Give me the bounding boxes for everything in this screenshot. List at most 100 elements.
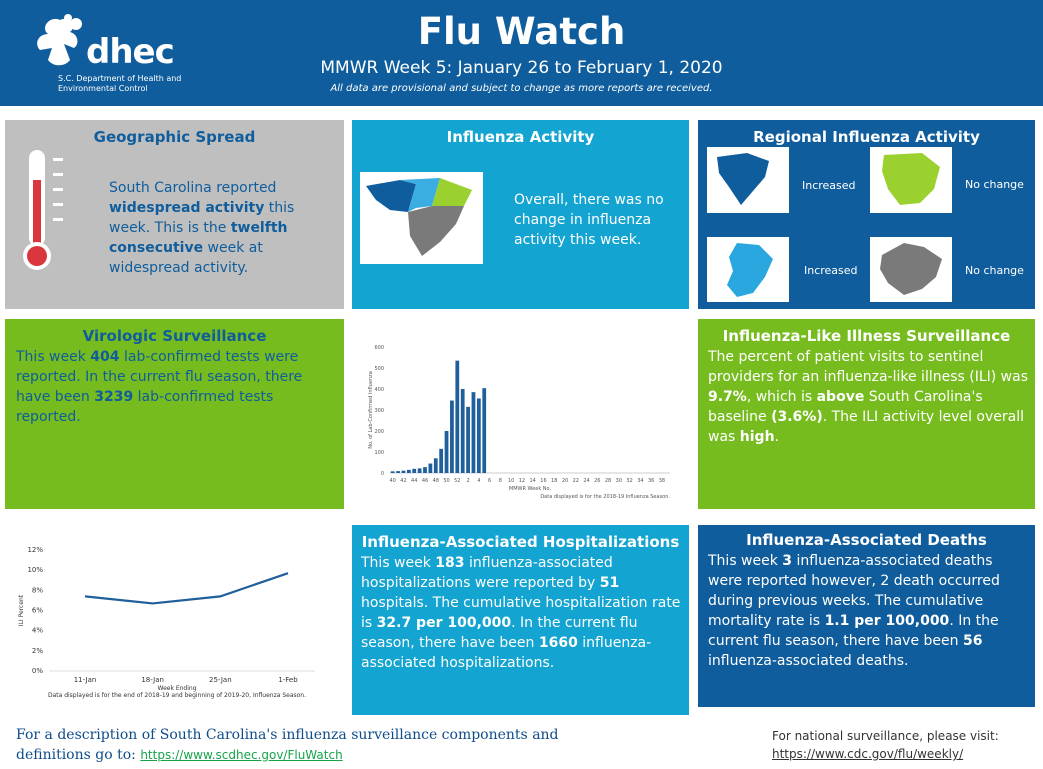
region-3-shape [727,243,773,297]
region-map-1 [707,147,789,213]
hospitalizations-title: Influenza-Associated Hospitalizations [361,533,680,551]
bar-y-axis-label: No. of Lab-Confirmed Influenza [368,371,374,449]
bar-x-tick: 32 [626,478,632,484]
scdhec-fluwatch-link[interactable]: https://www.scdhec.gov/FluWatch [140,748,343,762]
region-map-3 [707,237,789,302]
bar-x-tick: 34 [637,478,643,484]
lab-confirmed-bar [390,471,395,473]
geographic-spread-text: South Carolina reported widespread activ… [109,180,295,276]
logo-wordmark: dhec [86,32,175,72]
line-x-tick: 25-Jan [209,676,232,684]
bar-x-tick: 30 [616,478,622,484]
ili-chart-panel: 0% 2% 4% 6% 8% 10% 12% 11-Jan 18-Jan 25-Jan 1-Feb W… [5,525,344,707]
palmetto-logo-icon [37,14,82,66]
bar-x-tick: 46 [422,478,428,484]
regional-activity-panel: Regional Influenza Activity Increased No… [698,120,1035,309]
lab-confirmed-bar [444,431,449,473]
line-y-tick: 10% [27,566,43,574]
footer-national-text: For national surveillance, please visit: [772,729,999,743]
bar-x-tick: 28 [605,478,611,484]
cdc-weekly-link[interactable]: https://www.cdc.gov/flu/weekly/ [772,747,964,761]
hospitalizations-panel: Influenza-Associated Hospitalizations Th… [352,525,689,715]
bar-x-tick: 42 [400,478,406,484]
bar-y-tick: 200 [374,429,384,435]
lab-confirmed-bar [396,471,400,473]
line-y-tick: 2% [32,647,43,655]
line-y-tick: 4% [32,627,43,635]
bar-y-tick: 100 [374,450,384,456]
bar-x-tick: 2 [466,478,469,484]
line-y-tick: 8% [32,586,43,594]
line-y-tick: 0% [32,667,43,675]
header: dhec S.C. Department of Health and Envir… [0,0,1043,106]
lab-confirmed-bar [476,398,481,473]
line-x-tick: 11-Jan [74,676,97,684]
geographic-spread-panel: Geographic Spread South Carolina reporte… [5,120,344,309]
region-1-status: Increased [802,179,856,192]
bar-x-tick: 36 [648,478,654,484]
bar-x-tick: 44 [411,478,417,484]
bar-x-tick: 26 [594,478,600,484]
lab-confirmed-bar [450,400,454,473]
deaths-panel: Influenza-Associated Deaths This week 3 … [698,525,1035,707]
bar-x-tick: 16 [540,478,546,484]
lab-confirmed-bar [428,463,433,473]
bar-x-axis-label: MMWR Week No. [509,486,552,492]
regional-activity-title: Regional Influenza Activity [753,128,980,146]
bar-x-tick: 12 [519,478,525,484]
provisional-note: All data are provisional and subject to … [330,83,713,94]
bar-x-tick: 40 [390,478,396,484]
region-2-status: No change [965,178,1024,191]
footer-description-text: For a description of South Carolina's in… [16,727,559,763]
region-2-shape [882,153,940,205]
influenza-activity-panel: Influenza Activity Overall, there was no… [352,120,689,309]
bar-x-tick: 18 [551,478,557,484]
bar-y-tick: 600 [374,345,384,351]
line-x-axis-label: Week Ending [157,685,196,692]
bar-y-tick: 400 [374,387,384,393]
virologic-title: Virologic Surveillance [82,327,267,345]
bar-chart-note: Data displayed is for the 2018-19 Influe… [540,494,670,500]
sc-activity-map [360,172,483,264]
bar-y-tick: 500 [374,366,384,372]
ili-text: The percent of patient visits to sentine… [708,349,1028,445]
bar-x-tick: 38 [659,478,665,484]
lab-confirmed-bar [401,470,406,473]
ili-series-line [84,572,289,605]
bar-x-tick: 50 [443,478,449,484]
virologic-surveillance-panel: Virologic Surveillance This week 404 lab… [5,319,344,509]
footer-national: For national surveillance, please visit:… [772,727,1032,763]
bar-x-tick: 6 [488,478,491,484]
bar-x-tick: 8 [499,478,502,484]
lab-confirmed-bar [439,448,444,473]
region-map-4 [870,237,952,302]
lab-confirmed-chart-panel: 0 100 200 300 400 500 600 40 42 44 46 48 50 52 2 4 6 8 10 1… [352,319,689,509]
lab-confirmed-bar [412,468,417,473]
region-map-2 [870,147,952,213]
line-chart-note: Data displayed is for the end of 2018-19… [48,692,306,699]
geographic-spread-title: Geographic Spread [93,128,256,146]
region-4-status: No change [965,264,1024,277]
bar-x-tick: 10 [508,478,514,484]
bar-x-tick: 14 [530,478,536,484]
line-y-axis-label: ILI Percent [18,594,25,626]
dhec-logo: dhec S.C. Department of Health and Envir… [30,14,181,94]
logo-subtitle: S.C. Department of Health and Environmen… [58,74,182,93]
ili-line-chart: 0% 2% 4% 6% 8% 10% 12% 11-Jan 18-Jan 25-Jan 1-Feb W… [18,546,315,699]
deaths-title: Influenza-Associated Deaths [746,531,987,549]
bar-x-tick: 24 [583,478,589,484]
lab-confirmed-bar [460,389,465,473]
virologic-text: This week 404 lab-confirmed tests were r… [16,349,303,425]
lab-confirmed-bar [471,392,476,473]
bar-y-tick: 300 [374,408,384,414]
line-x-tick: 18-Jan [141,676,164,684]
bar-x-tick: 4 [477,478,480,484]
region-4-shape [880,243,942,295]
hospitalizations-text: This week 183 influenza-associated hospi… [361,555,681,671]
thermometer-icon [23,150,63,270]
bar-y-tick: 0 [381,471,384,477]
region-3-status: Increased [804,264,858,277]
sc-map-icon [366,178,472,256]
lab-confirmed-bar [455,360,460,473]
